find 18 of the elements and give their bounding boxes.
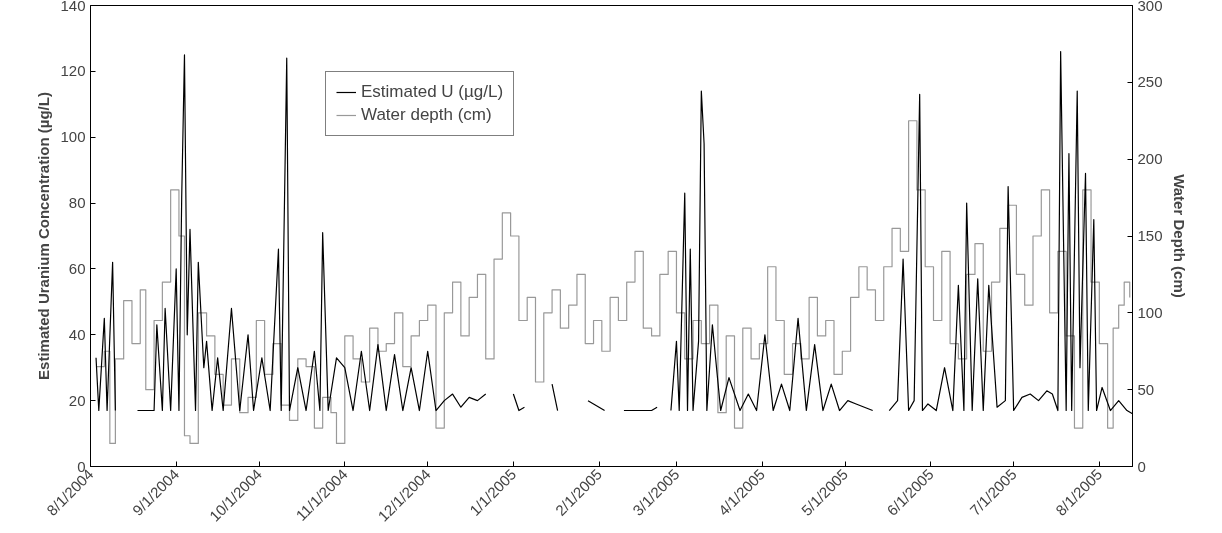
y-tick-label: 40: [68, 325, 86, 343]
y2-tick-label: 100: [1137, 303, 1163, 321]
y2-tick-label: 150: [1137, 227, 1163, 244]
y-tick-label: 140: [60, 0, 86, 14]
y2-tick-label: 50: [1137, 380, 1155, 398]
y2-axis-title: Water Depth (cm): [1170, 174, 1188, 298]
y2-tick-label: 200: [1137, 150, 1163, 168]
y-tick-label: 100: [60, 128, 86, 146]
y-tick-label: 60: [68, 259, 86, 277]
y2-tick-label: 250: [1137, 73, 1163, 91]
legend-label: Water depth (cm): [361, 105, 492, 125]
y-axis-title: Estimated Uranium Concentration (µg/L): [35, 92, 53, 380]
y2-tick-label: 300: [1137, 0, 1163, 14]
y-tick-label: 80: [68, 194, 86, 212]
y-tick-label: 120: [60, 62, 86, 80]
y-tick-label: 20: [68, 391, 86, 409]
y2-tick-label: 0: [1137, 457, 1146, 475]
legend-label: Estimated U (µg/L): [361, 82, 504, 102]
